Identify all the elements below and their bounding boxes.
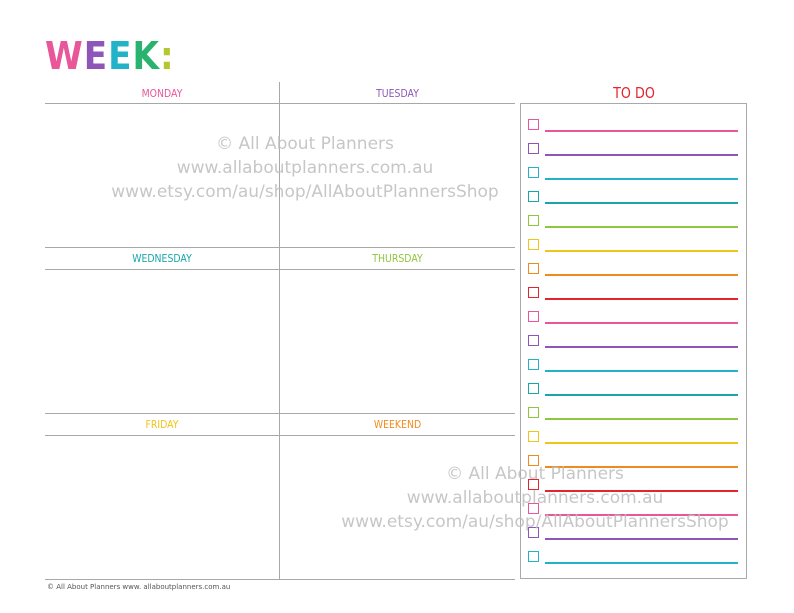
todo-item[interactable] <box>528 167 739 181</box>
todo-writing-line <box>545 322 738 324</box>
todo-writing-line <box>545 490 738 492</box>
week-letter-e1: E <box>83 34 109 78</box>
todo-item[interactable] <box>528 455 739 469</box>
day-label-tuesday: TUESDAY <box>376 87 419 100</box>
grid-line-bottom <box>45 579 515 580</box>
todo-item[interactable] <box>528 479 739 493</box>
grid-line-row2-top <box>45 247 515 248</box>
todo-checkbox[interactable] <box>528 215 539 226</box>
todo-item[interactable] <box>528 263 739 277</box>
todo-item[interactable] <box>528 143 739 157</box>
todo-writing-line <box>545 562 738 564</box>
todo-item[interactable] <box>528 239 739 253</box>
todo-checkbox[interactable] <box>528 263 539 274</box>
week-title: WEEK: <box>45 36 175 76</box>
week-letter-e2: E <box>108 34 133 78</box>
watermark-bottom-line1: © All About Planners <box>446 464 624 484</box>
todo-writing-line <box>545 154 738 156</box>
todo-writing-line <box>545 394 738 396</box>
grid-line-vertical <box>279 82 280 579</box>
todo-writing-line <box>545 250 738 252</box>
todo-item[interactable] <box>528 551 739 565</box>
watermark-bottom: © All About Planners www.allaboutplanner… <box>330 462 740 534</box>
todo-checkbox[interactable] <box>528 287 539 298</box>
todo-checkbox[interactable] <box>528 431 539 442</box>
todo-writing-line <box>545 274 738 276</box>
todo-writing-line <box>545 298 738 300</box>
todo-writing-line <box>545 538 738 540</box>
grid-line-top <box>45 103 515 104</box>
todo-item[interactable] <box>528 335 739 349</box>
todo-checkbox[interactable] <box>528 119 539 130</box>
todo-item[interactable] <box>528 311 739 325</box>
todo-writing-line <box>545 178 738 180</box>
todo-checkbox[interactable] <box>528 527 539 538</box>
week-letter-colon: : <box>159 34 175 78</box>
todo-checkbox[interactable] <box>528 407 539 418</box>
todo-checkbox[interactable] <box>528 503 539 514</box>
todo-title: TO DO <box>613 84 655 102</box>
todo-writing-line <box>545 202 738 204</box>
watermark-top-line1: © All About Planners <box>216 134 394 154</box>
todo-checkbox[interactable] <box>528 551 539 562</box>
grid-line-row2-header <box>45 269 515 270</box>
todo-checkbox[interactable] <box>528 143 539 154</box>
todo-writing-line <box>545 130 738 132</box>
todo-checkbox[interactable] <box>528 239 539 250</box>
todo-checkbox[interactable] <box>528 335 539 346</box>
todo-writing-line <box>545 370 738 372</box>
day-label-monday: MONDAY <box>141 87 183 100</box>
todo-item[interactable] <box>528 527 739 541</box>
grid-line-row3-header <box>45 435 515 436</box>
day-label-weekend: WEEKEND <box>373 418 422 431</box>
todo-item[interactable] <box>528 383 739 397</box>
todo-writing-line <box>545 226 738 228</box>
todo-checkbox[interactable] <box>528 167 539 178</box>
todo-item[interactable] <box>528 215 739 229</box>
todo-checkbox[interactable] <box>528 479 539 490</box>
todo-item[interactable] <box>528 359 739 373</box>
day-label-friday: FRIDAY <box>145 418 179 431</box>
todo-checkbox[interactable] <box>528 311 539 322</box>
todo-item[interactable] <box>528 503 739 517</box>
todo-item[interactable] <box>528 287 739 301</box>
day-label-wednesday: WEDNESDAY <box>132 252 192 265</box>
todo-item[interactable] <box>528 191 739 205</box>
watermark-bottom-line2: www.allaboutplanners.com.au <box>406 488 664 508</box>
day-label-thursday: THURSDAY <box>372 252 423 265</box>
todo-item[interactable] <box>528 119 739 133</box>
todo-panel <box>520 103 747 579</box>
watermark-top-line2: www.allaboutplanners.com.au <box>176 158 434 178</box>
todo-item[interactable] <box>528 407 739 421</box>
todo-item[interactable] <box>528 431 739 445</box>
todo-writing-line <box>545 442 738 444</box>
week-letter-w: W <box>45 34 84 78</box>
todo-writing-line <box>545 418 738 420</box>
todo-writing-line <box>545 466 738 468</box>
todo-checkbox[interactable] <box>528 359 539 370</box>
todo-checkbox[interactable] <box>528 383 539 394</box>
todo-writing-line <box>545 514 738 516</box>
week-letter-k: K <box>132 34 160 78</box>
footer-credit: © All About Planners www. allaboutplanne… <box>47 583 231 591</box>
watermark-top-line3: www.etsy.com/au/shop/AllAboutPlannersSho… <box>111 182 499 202</box>
watermark-top: © All About Planners www.allaboutplanner… <box>100 132 510 204</box>
grid-line-row3-top <box>45 413 515 414</box>
watermark-bottom-line3: www.etsy.com/au/shop/AllAboutPlannersSho… <box>341 512 729 532</box>
todo-writing-line <box>545 346 738 348</box>
todo-checkbox[interactable] <box>528 191 539 202</box>
todo-checkbox[interactable] <box>528 455 539 466</box>
